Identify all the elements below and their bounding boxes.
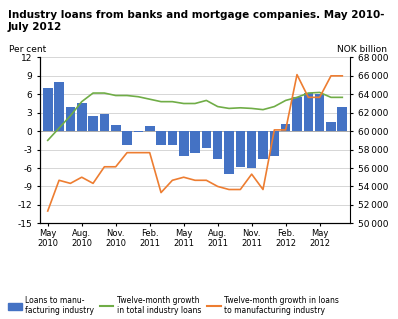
- Bar: [304, 93, 313, 131]
- Bar: [54, 82, 64, 131]
- Bar: [213, 131, 222, 159]
- Bar: [100, 114, 109, 131]
- Text: Per cent: Per cent: [9, 45, 46, 54]
- Bar: [111, 125, 121, 131]
- Bar: [201, 131, 211, 148]
- Bar: [190, 131, 200, 153]
- Bar: [88, 116, 98, 131]
- Bar: [315, 94, 324, 131]
- Bar: [338, 107, 347, 131]
- Text: NOK billion: NOK billion: [338, 45, 388, 54]
- Bar: [224, 131, 234, 174]
- Bar: [156, 131, 166, 145]
- Bar: [134, 131, 143, 132]
- Bar: [258, 131, 268, 159]
- Bar: [77, 103, 86, 131]
- Bar: [43, 88, 53, 131]
- Bar: [269, 131, 279, 156]
- Legend: Loans to manu-
facturing industry, Twelve-month growth
in total industry loans, : Loans to manu- facturing industry, Twelv…: [8, 296, 339, 315]
- Text: Industry loans from banks and mortgage companies. May 2010-
July 2012: Industry loans from banks and mortgage c…: [8, 10, 384, 32]
- Bar: [122, 131, 132, 145]
- Bar: [247, 131, 256, 168]
- Bar: [281, 124, 291, 131]
- Bar: [66, 107, 75, 131]
- Bar: [292, 97, 302, 131]
- Bar: [326, 122, 336, 131]
- Bar: [168, 131, 177, 145]
- Bar: [236, 131, 245, 167]
- Bar: [145, 126, 154, 131]
- Bar: [179, 131, 189, 156]
